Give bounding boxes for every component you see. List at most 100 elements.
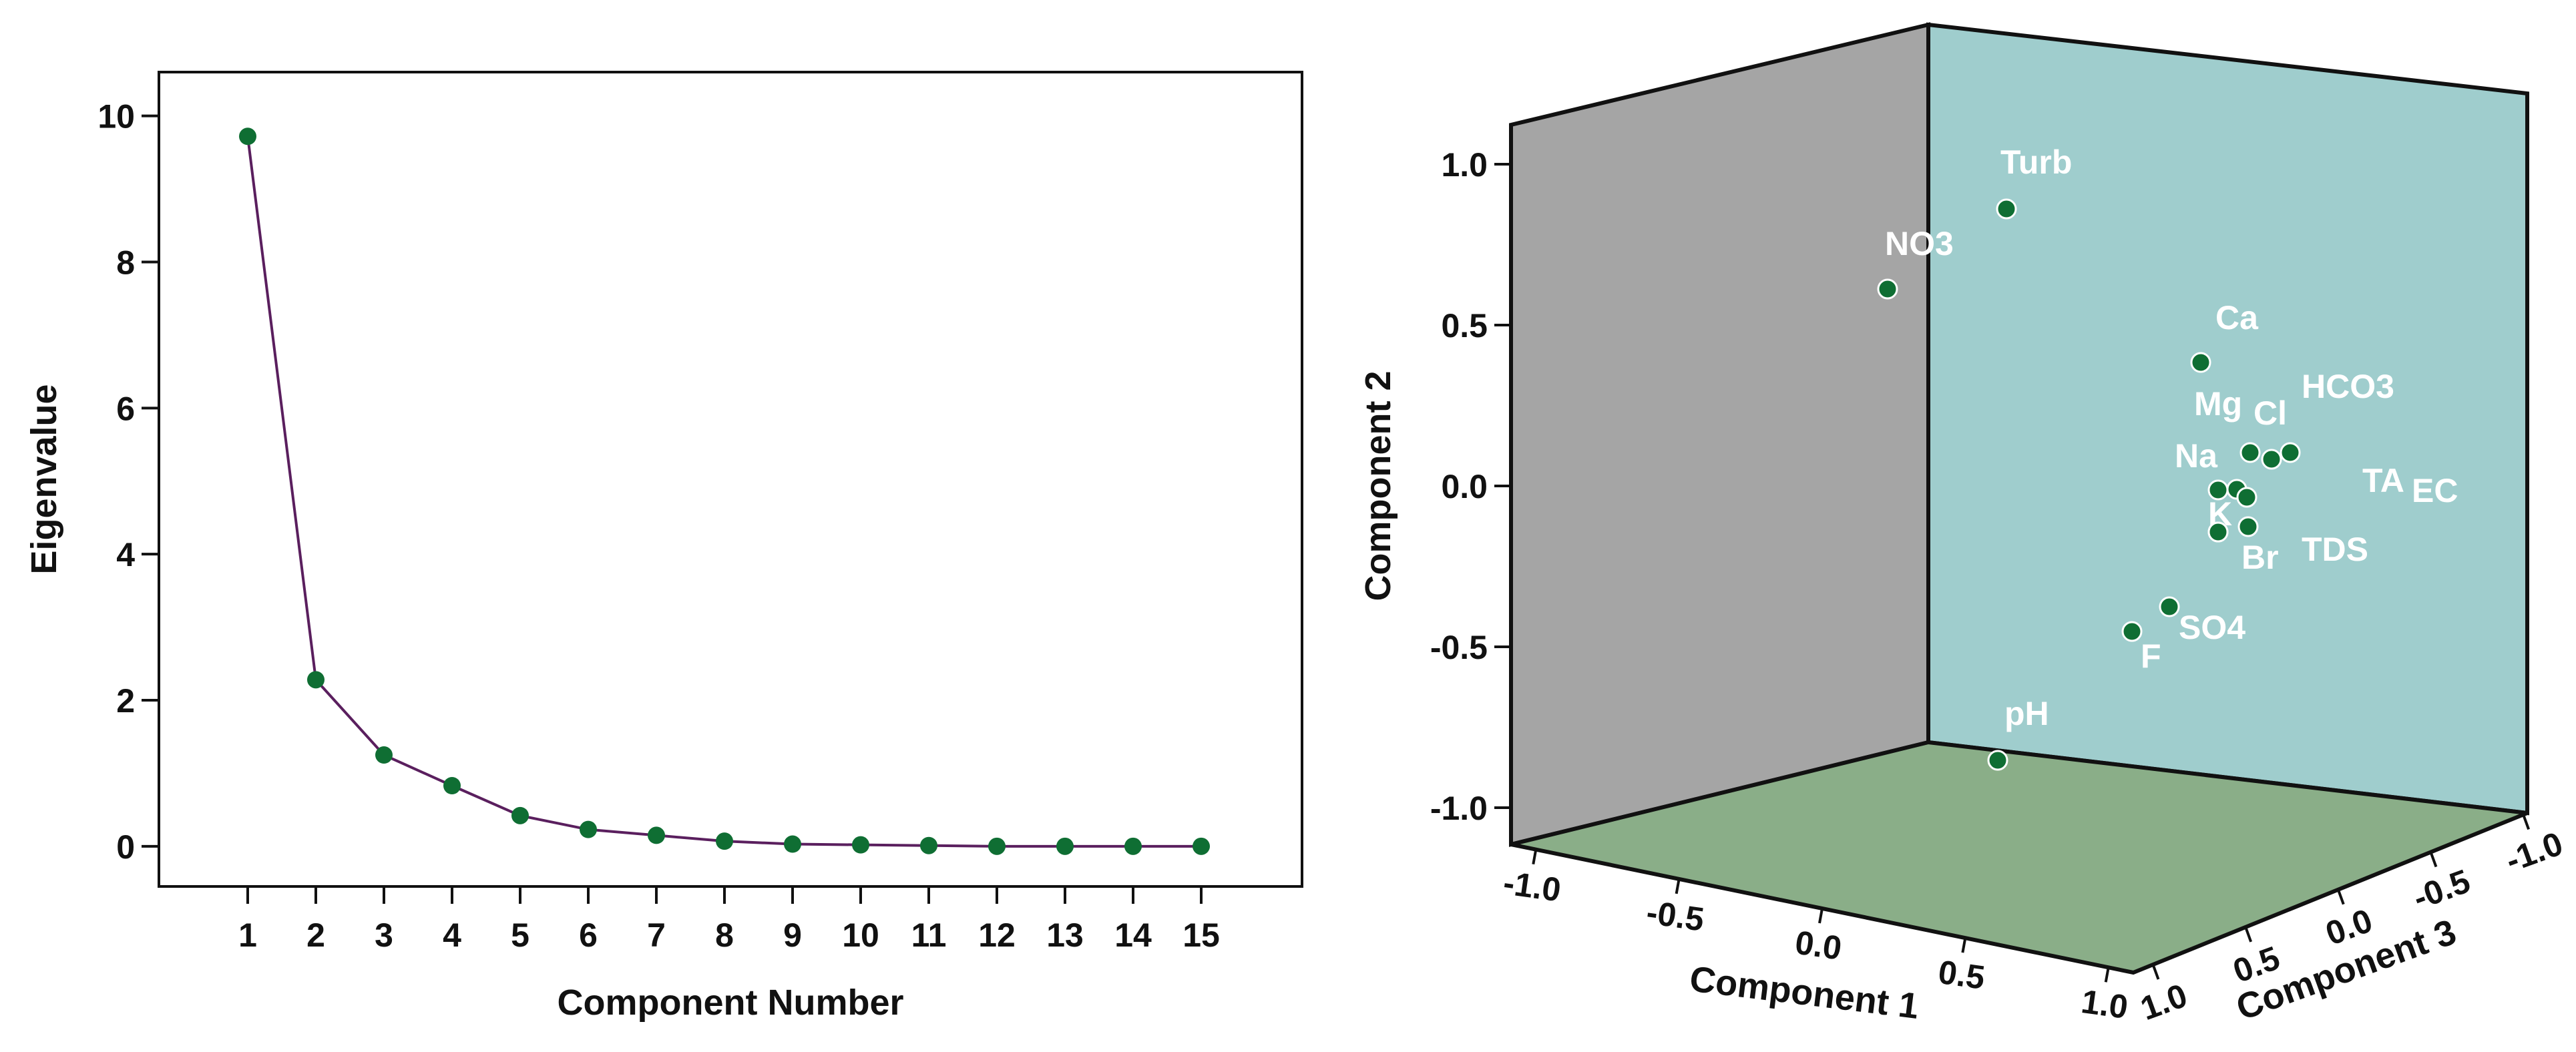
- scree-point: [784, 835, 801, 853]
- scree-point: [920, 836, 937, 854]
- y-tick-label: 0: [116, 828, 135, 866]
- x-tick-label: 11: [911, 916, 947, 954]
- y-tick-label: 8: [116, 244, 135, 281]
- y-axis-title: Eigenvalue: [24, 384, 64, 574]
- y-tick-label: 2: [116, 682, 135, 720]
- x-axis-title: Component Number: [558, 983, 904, 1023]
- scree-point: [1124, 837, 1142, 855]
- component3-tick-mark: [2522, 814, 2530, 830]
- y-tick-label: 6: [116, 390, 135, 427]
- x-tick-label: 8: [715, 916, 734, 954]
- component1-tick-label: 1.0: [2079, 983, 2131, 1026]
- scree-y-axis: 0 2 4 6 8 10: [97, 98, 159, 866]
- scree-point: [716, 832, 733, 850]
- point-br: [2207, 521, 2229, 543]
- point-cl: [2280, 442, 2301, 463]
- scree-point: [375, 746, 393, 764]
- component3-tick-mark: [2336, 889, 2345, 905]
- point-turb: [1996, 198, 2017, 220]
- point-label-no3: NO3: [1885, 225, 1954, 262]
- point-tds: [2237, 516, 2259, 537]
- point-label-ph: pH: [2004, 695, 2049, 732]
- component2-tick-label: 1.0: [1441, 146, 1488, 184]
- x-tick-label: 9: [783, 916, 802, 954]
- scree-point: [1193, 837, 1210, 855]
- component3-tick-label: 1.0: [2135, 977, 2191, 1027]
- point-ph: [1987, 750, 2008, 771]
- point-ec: [2236, 487, 2258, 508]
- component2-axis: -1.0 -0.5 0.0 0.5 1.0: [1430, 146, 1511, 827]
- scree-point: [580, 820, 597, 838]
- component1-tick-mark: [1818, 908, 1823, 924]
- x-tick-label: 2: [306, 916, 325, 954]
- component1-tick-mark: [1532, 849, 1538, 865]
- x-tick-label: 12: [978, 916, 1016, 954]
- component3-tick-label: -0.5: [2408, 862, 2475, 917]
- x-tick-label: 10: [842, 916, 879, 954]
- component1-axis: -1.0 -0.5 0.0 0.5 1.0: [1501, 849, 2131, 1026]
- component2-tick-label: 0.5: [1441, 307, 1488, 344]
- x-tick-label: 15: [1183, 916, 1220, 954]
- point-label-na: Na: [2175, 437, 2218, 475]
- scree-x-axis: 1 2 3 4 5 6 7 8 9 10 11 12 13 14 15: [238, 886, 1220, 954]
- point-ca: [2190, 352, 2211, 373]
- component2-tick-label: 0.0: [1441, 468, 1488, 505]
- scree-plot-frame: [158, 71, 1303, 888]
- x-tick-label: 4: [443, 916, 461, 954]
- point-label-br: Br: [2241, 539, 2279, 576]
- scree-point: [307, 671, 325, 689]
- component2-tick-label: -0.5: [1430, 629, 1488, 666]
- component3-tick-mark: [2429, 851, 2438, 868]
- point-label-so4: SO4: [2179, 609, 2245, 646]
- scree-points: [239, 127, 1210, 855]
- x-tick-label: 3: [375, 916, 393, 954]
- component1-axis-title: Component 1: [1687, 959, 1921, 1027]
- point-label-tds: TDS: [2302, 531, 2368, 568]
- y-tick-label: 4: [116, 536, 135, 573]
- x-tick-label: 1: [238, 916, 257, 954]
- scree-point: [1056, 837, 1074, 855]
- point-label-ta: TA: [2362, 462, 2404, 499]
- component1-tick-label: 0.0: [1793, 924, 1844, 967]
- point-no3: [1877, 278, 1898, 300]
- y-tick-label: 10: [97, 98, 135, 136]
- scree-point: [988, 837, 1006, 855]
- component1-tick-label: -0.5: [1644, 893, 1706, 938]
- component-plot-3d: -1.0 -0.5 0.0 0.5 1.0 -1.0 -0.5 0.0 0.5 1.0 1.0 0…: [1358, 22, 2567, 1028]
- x-tick-label: 5: [511, 916, 529, 954]
- component3-tick-mark: [2244, 927, 2253, 943]
- point-label-turb: Turb: [2000, 144, 2072, 181]
- component3-tick-mark: [2151, 964, 2160, 980]
- point-f: [2121, 621, 2143, 642]
- point-mg: [2239, 442, 2261, 463]
- point-so4: [2159, 596, 2180, 617]
- scree-point: [511, 806, 529, 824]
- point-label-hco3: HCO3: [2302, 368, 2394, 405]
- component2-axis-title: Component 2: [1358, 371, 1398, 601]
- point-label-f: F: [2141, 637, 2161, 675]
- x-tick-label: 14: [1114, 916, 1152, 954]
- component1-tick-mark: [1675, 878, 1681, 894]
- x-tick-label: 13: [1046, 916, 1084, 954]
- scree-point: [239, 127, 256, 146]
- point-label-ec: EC: [2412, 472, 2458, 509]
- point-hco3: [2261, 449, 2282, 470]
- point-label-mg: Mg: [2194, 385, 2242, 423]
- component3-tick-label: -1.0: [2501, 824, 2567, 879]
- scree-point: [852, 836, 869, 854]
- scree-point: [648, 826, 665, 844]
- component2-tick-label: -1.0: [1430, 790, 1488, 827]
- point-label-cl: Cl: [2253, 394, 2287, 432]
- x-tick-label: 7: [647, 916, 666, 954]
- floor: [1510, 740, 2529, 975]
- point-label-ca: Ca: [2215, 299, 2259, 336]
- left-wall: [1509, 22, 1930, 847]
- component1-tick-label: 0.5: [1936, 953, 1987, 997]
- scree-point: [443, 777, 461, 795]
- x-tick-label: 6: [579, 916, 598, 954]
- component1-tick-label: -1.0: [1501, 864, 1563, 908]
